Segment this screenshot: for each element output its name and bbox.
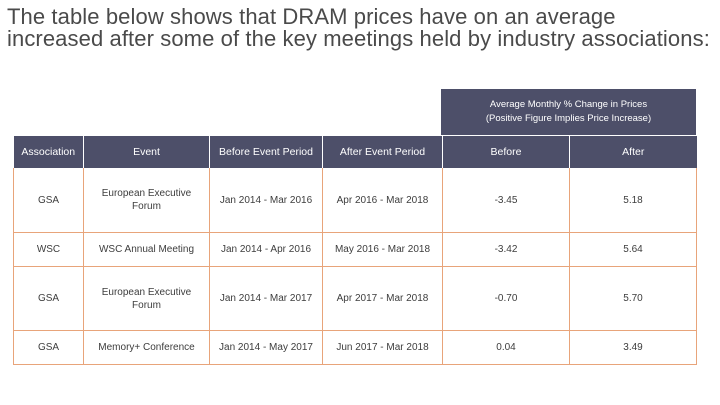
table-row: GSA European Executive Forum Jan 2014 - … — [13, 168, 697, 233]
table-row: WSC WSC Annual Meeting Jan 2014 - Apr 20… — [13, 232, 697, 267]
cell-event: European Executive Forum — [83, 266, 210, 331]
cell-after: 5.64 — [569, 232, 697, 267]
cell-association: GSA — [13, 168, 84, 233]
dram-price-table: Association Event Before Event Period Af… — [13, 136, 697, 365]
cell-after: 3.49 — [569, 330, 697, 365]
col-header-before-period: Before Event Period — [209, 136, 323, 168]
cell-after: 5.18 — [569, 168, 697, 233]
price-change-group-header: Average Monthly % Change in Prices (Posi… — [441, 89, 696, 135]
cell-before-period: Jan 2014 - Mar 2016 — [209, 168, 323, 233]
cell-after: 5.70 — [569, 266, 697, 331]
cell-before: -3.45 — [442, 168, 570, 233]
cell-before: -0.70 — [442, 266, 570, 331]
table-header-row: Association Event Before Event Period Af… — [13, 136, 697, 168]
col-header-before: Before — [442, 136, 570, 168]
cell-before-period: Jan 2014 - May 2017 — [209, 330, 323, 365]
cell-after-period: Apr 2016 - Mar 2018 — [322, 168, 443, 233]
col-header-after-period: After Event Period — [322, 136, 443, 168]
col-header-after: After — [569, 136, 697, 168]
cell-association: GSA — [13, 266, 84, 331]
cell-after-period: Jun 2017 - Mar 2018 — [322, 330, 443, 365]
table-row: GSA Memory+ Conference Jan 2014 - May 20… — [13, 330, 697, 365]
col-header-event: Event — [83, 136, 210, 168]
cell-before: 0.04 — [442, 330, 570, 365]
cell-before-period: Jan 2014 - Mar 2017 — [209, 266, 323, 331]
cell-association: GSA — [13, 330, 84, 365]
cell-event: WSC Annual Meeting — [83, 232, 210, 267]
group-header-line1: Average Monthly % Change in Prices — [489, 99, 648, 110]
cell-after-period: Apr 2017 - Mar 2018 — [322, 266, 443, 331]
cell-association: WSC — [13, 232, 84, 267]
page-heading: The table below shows that DRAM prices h… — [7, 4, 710, 51]
cell-before: -3.42 — [442, 232, 570, 267]
col-header-association: Association — [13, 136, 84, 168]
cell-event: European Executive Forum — [83, 168, 210, 233]
table-row: GSA European Executive Forum Jan 2014 - … — [13, 266, 697, 331]
group-header-line2: (Positive Figure Implies Price Increase) — [485, 113, 652, 124]
cell-event: Memory+ Conference — [83, 330, 210, 365]
cell-after-period: May 2016 - Mar 2018 — [322, 232, 443, 267]
cell-before-period: Jan 2014 - Apr 2016 — [209, 232, 323, 267]
